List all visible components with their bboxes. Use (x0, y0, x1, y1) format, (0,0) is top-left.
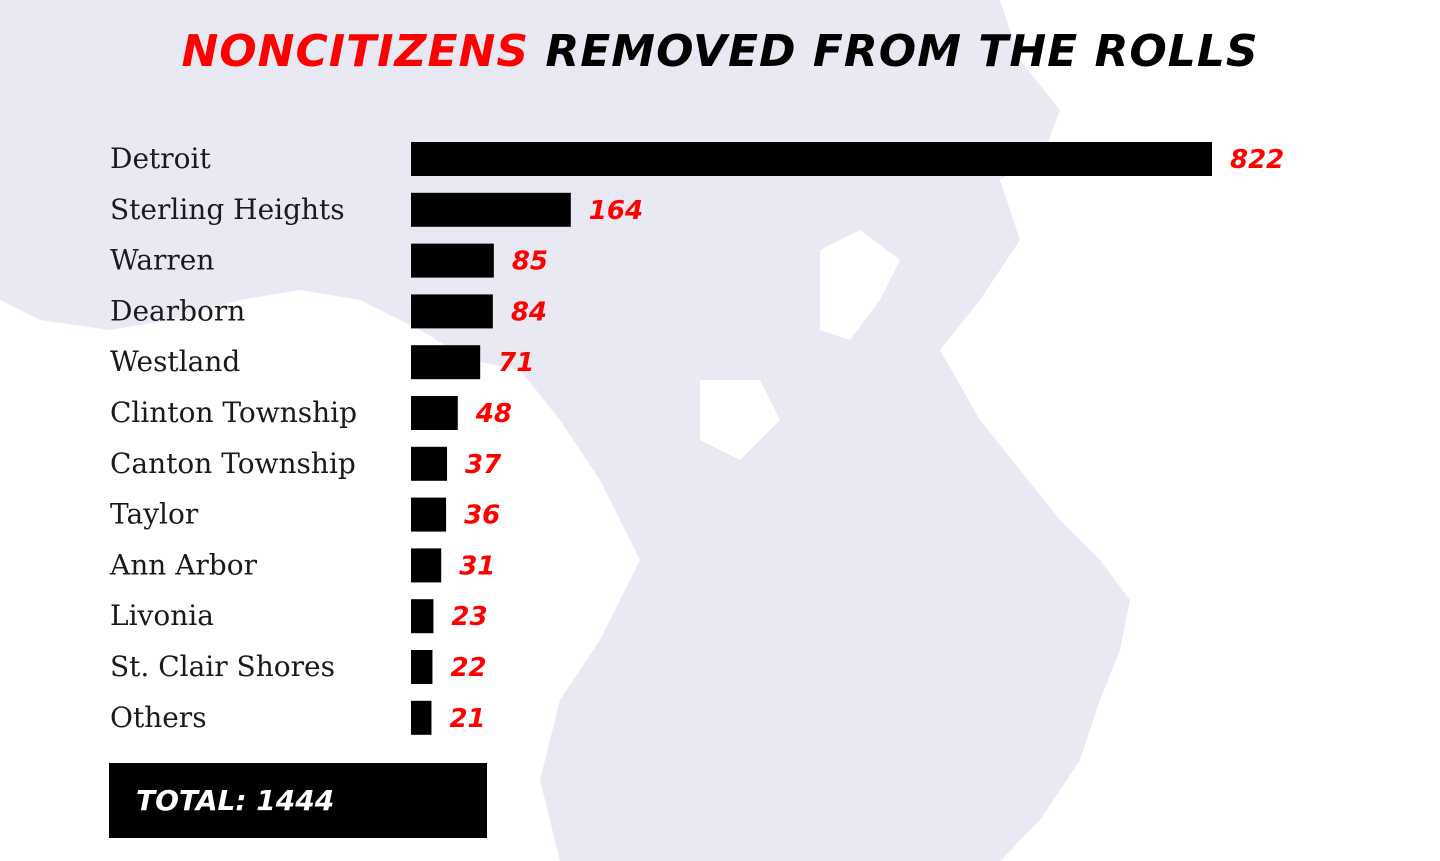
category-label: Canton Township (110, 447, 356, 480)
value-label: 36 (464, 501, 500, 531)
title-highlight: NONCITIZENS (181, 26, 530, 77)
category-label: Taylor (110, 498, 199, 531)
category-label: Detroit (110, 142, 211, 175)
bar (411, 294, 493, 329)
bar (411, 345, 481, 380)
category-label: Others (110, 701, 207, 734)
category-label: Sterling Heights (110, 193, 345, 226)
value-label: 822 (1230, 145, 1284, 175)
value-label: 71 (498, 348, 534, 378)
title-rest: REMOVED FROM THE ROLLS (545, 26, 1259, 77)
value-label: 21 (449, 704, 485, 734)
category-label: Clinton Township (110, 396, 357, 429)
bar (411, 243, 494, 278)
value-label: 84 (511, 297, 547, 327)
category-label: Ann Arbor (109, 548, 258, 581)
bar (411, 446, 448, 481)
total-box: TOTAL: 1444 (109, 763, 487, 838)
value-label: 23 (451, 602, 487, 632)
total-label: TOTAL: 1444 (136, 784, 335, 817)
category-label: St. Clair Shores (110, 650, 335, 683)
bar (411, 142, 1212, 176)
bar (411, 700, 432, 735)
bar (411, 497, 447, 532)
chart-title: NONCITIZENS REMOVED FROM THE ROLLS (0, 26, 1440, 77)
bar (411, 192, 571, 227)
value-label: 164 (589, 196, 643, 226)
category-label: Livonia (110, 599, 214, 632)
value-label: 85 (512, 247, 548, 277)
bar (411, 548, 442, 583)
value-label: 37 (465, 450, 502, 480)
bar (411, 599, 434, 634)
category-label: Westland (110, 345, 240, 378)
bar (411, 396, 458, 430)
bar (411, 650, 433, 684)
value-label: 48 (475, 399, 512, 429)
value-label: 22 (450, 653, 486, 683)
category-label: Dearborn (110, 294, 245, 327)
category-label: Warren (110, 244, 214, 277)
value-label: 31 (459, 551, 495, 581)
